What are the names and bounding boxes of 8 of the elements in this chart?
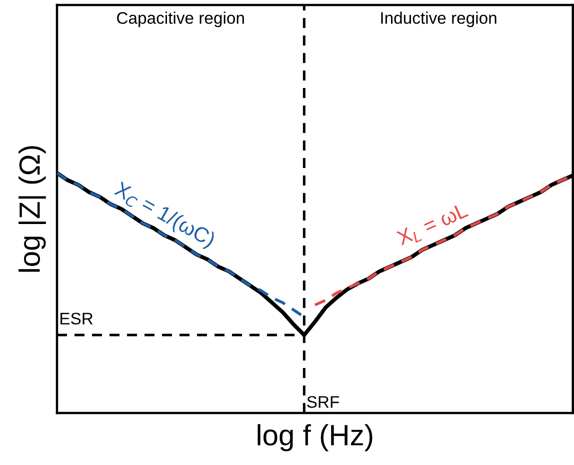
text: Capacitive region <box>117 12 244 28</box>
ref-line-label: ESR <box>60 312 93 325</box>
text: X$_{C}$ = 1/(ωC) <box>112 180 217 251</box>
x-axis-title: log f (Hz) <box>258 424 372 452</box>
text: X$_{L}$ = ωL <box>396 202 470 249</box>
text: Inductive region <box>381 12 496 28</box>
y-axis-title: log |Z| (Ω) <box>18 146 46 272</box>
annotation: SRF <box>307 396 339 408</box>
